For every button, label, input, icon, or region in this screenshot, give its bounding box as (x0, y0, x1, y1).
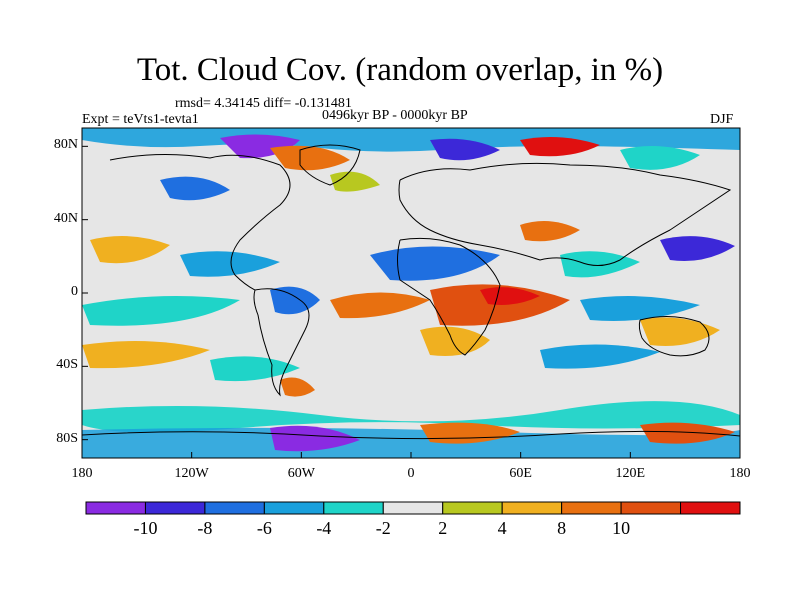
season-label: DJF (710, 112, 734, 127)
y-tick-label: 80S (56, 430, 78, 446)
stats-label: rmsd= 4.34145 diff= -0.131481 (175, 96, 352, 111)
y-tick-marks (82, 145, 88, 441)
colorbar-label: -6 (256, 518, 272, 538)
colorbar-label: -10 (133, 518, 158, 538)
colorbar-swatch (263, 501, 325, 515)
x-tick-label: 0 (407, 466, 415, 481)
colorbar-label: -4 (316, 518, 332, 538)
colorbar-swatch (85, 501, 146, 515)
y-tick-label: 40S (56, 357, 78, 373)
x-tick-label: 60W (287, 466, 315, 481)
colorbar-label: -2 (375, 518, 391, 538)
colorbar-swatch (561, 501, 622, 515)
y-tick-label: 0 (71, 284, 78, 299)
colorbar (85, 501, 741, 515)
x-tick-label: 180 (71, 466, 93, 481)
x-tick-label: 180 (729, 466, 751, 481)
x-tick-label: 120W (174, 466, 209, 481)
colorbar-label: 8 (557, 518, 567, 538)
colorbar-swatch (382, 501, 444, 515)
colorbar-label: -8 (197, 518, 213, 538)
experiment-label: Expt = teVts1-tevta1 (82, 112, 199, 127)
y-tick-label: 80N (53, 137, 78, 153)
colorbar-swatch (323, 501, 384, 515)
x-tick-marks (81, 452, 741, 458)
colorbar-label: 4 (497, 518, 507, 538)
colorbar-swatch (620, 501, 682, 515)
x-tick-label: 120E (615, 466, 646, 481)
period-label: 0496kyr BP - 0000kyr BP (322, 108, 468, 123)
chart-title: Tot. Cloud Cov. (random overlap, in %) (136, 52, 664, 88)
colorbar-swatch (144, 501, 206, 515)
colorbar-swatch (442, 501, 503, 515)
colorbar-swatch (204, 501, 265, 515)
x-tick-label: 60E (509, 466, 532, 481)
y-tick-label: 40N (53, 210, 78, 226)
coastlines (82, 144, 740, 440)
colorbar-label: 2 (438, 518, 448, 538)
colorbar-swatch (680, 501, 741, 515)
colorbar-label: 10 (612, 518, 631, 538)
colorbar-swatch (501, 501, 563, 515)
